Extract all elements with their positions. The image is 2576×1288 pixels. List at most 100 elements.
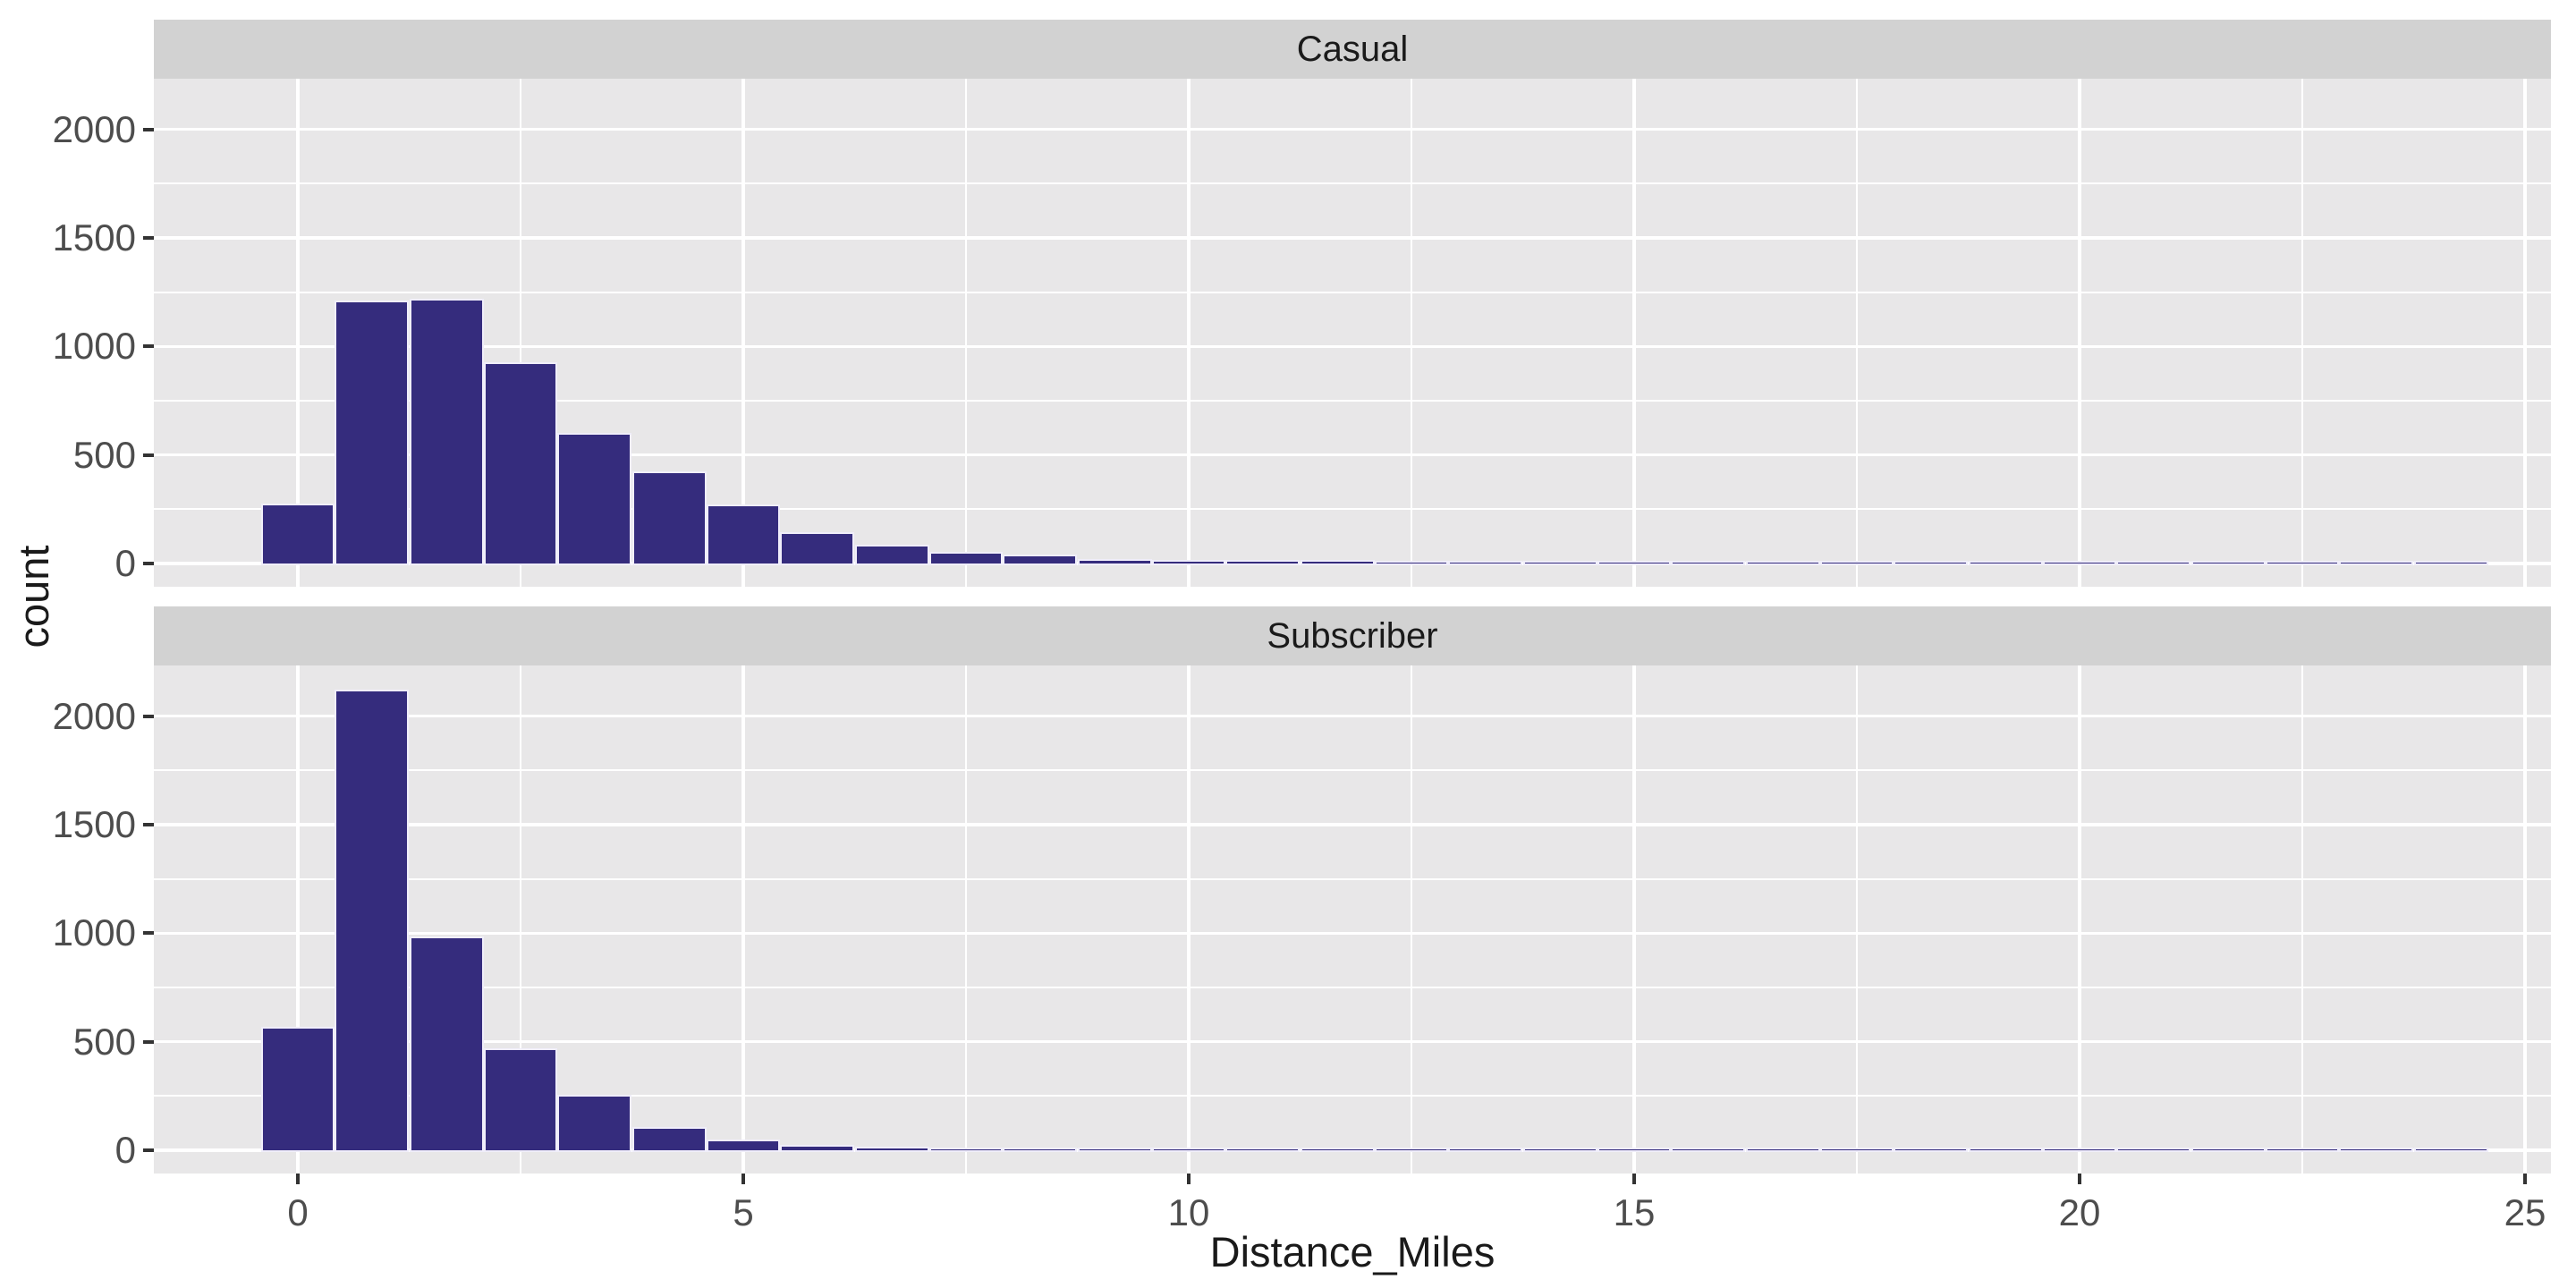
gridline-major-y <box>154 1039 2551 1044</box>
histogram-bar <box>335 301 410 566</box>
histogram-bar <box>928 1147 1004 1153</box>
y-tick-mark <box>143 562 154 565</box>
y-tick-mark <box>143 1148 154 1152</box>
gridline-minor-x <box>1410 79 1413 587</box>
histogram-bar <box>1745 560 1820 566</box>
gridline-minor-y <box>154 399 2551 402</box>
histogram-bar <box>2265 1148 2340 1153</box>
histogram-bar <box>483 362 558 566</box>
gridline-minor-y <box>154 877 2551 880</box>
histogram-bar <box>2265 561 2340 566</box>
histogram-bar <box>1597 1148 1672 1153</box>
histogram-bar <box>1819 561 1894 566</box>
histogram-bar <box>260 1026 335 1153</box>
histogram-bar <box>2190 1148 2266 1153</box>
y-tick-label: 1000 <box>52 325 136 368</box>
histogram-bar <box>1225 1148 1301 1153</box>
gridline-major-x <box>741 665 745 1174</box>
y-tick-mark <box>143 714 154 718</box>
histogram-bar <box>409 298 484 566</box>
gridline-minor-y <box>154 291 2551 293</box>
histogram-bar <box>1968 1148 2043 1153</box>
histogram-bar <box>1671 1148 1746 1153</box>
x-tick-mark <box>1187 1174 1191 1184</box>
histogram-bar <box>2116 1148 2191 1153</box>
facet-strip: Casual <box>154 20 2551 79</box>
histogram-bar <box>557 1095 632 1153</box>
gridline-minor-y <box>154 769 2551 772</box>
gridline-minor-x <box>964 79 968 587</box>
histogram-bar <box>854 1147 929 1153</box>
gridline-major-x <box>2523 665 2527 1174</box>
histogram-bar <box>1374 560 1449 566</box>
histogram-bar <box>1894 561 1969 566</box>
histogram-bar <box>1003 555 1078 566</box>
gridline-major-x <box>741 79 745 587</box>
gridline-major-y <box>154 236 2551 240</box>
gridline-minor-x <box>519 79 522 587</box>
y-tick-label: 2000 <box>52 107 136 150</box>
histogram-bar <box>1374 1148 1449 1153</box>
gridline-minor-y <box>154 986 2551 988</box>
y-tick-mark <box>143 931 154 936</box>
y-tick-label: 0 <box>114 542 136 584</box>
histogram-bar <box>1448 1148 1523 1153</box>
histogram-bar <box>2413 1148 2488 1153</box>
gridline-major-y <box>154 344 2551 349</box>
gridline-minor-x <box>2301 665 2304 1174</box>
x-tick-label: 15 <box>1613 1191 1656 1233</box>
gridline-major-x <box>296 79 300 587</box>
gridline-minor-x <box>1410 665 1413 1174</box>
histogram-bar <box>2413 561 2488 566</box>
facet-strip-label: Subscriber <box>1267 615 1438 656</box>
facet-panel <box>154 79 2551 587</box>
histogram-bar <box>1003 1148 1078 1153</box>
histogram-bar <box>260 504 335 566</box>
x-tick-label: 0 <box>287 1191 309 1233</box>
facet-strip: Subscriber <box>154 606 2551 665</box>
gridline-minor-x <box>519 665 522 1174</box>
histogram-bar <box>1151 1148 1226 1153</box>
x-tick-mark <box>741 1174 745 1184</box>
facet-panel <box>154 665 2551 1174</box>
y-tick-label: 1500 <box>52 802 136 845</box>
x-tick-label: 5 <box>733 1191 754 1233</box>
y-tick-label: 1500 <box>52 216 136 258</box>
gridline-major-x <box>2078 665 2081 1174</box>
histogram-bar <box>1077 558 1152 566</box>
x-tick-mark <box>1632 1174 1636 1184</box>
y-tick-label: 500 <box>72 433 136 476</box>
x-tick-label: 25 <box>2504 1191 2546 1233</box>
gridline-major-y <box>154 931 2551 936</box>
gridline-minor-y <box>154 182 2551 185</box>
histogram-bar <box>1968 561 2043 566</box>
gridline-major-x <box>2078 79 2081 587</box>
gridline-major-y <box>154 453 2551 457</box>
x-tick-mark <box>2523 1174 2527 1184</box>
y-tick-mark <box>143 822 154 826</box>
y-tick-mark <box>143 344 154 349</box>
y-tick-mark <box>143 453 154 457</box>
x-tick-label: 20 <box>2058 1191 2101 1233</box>
histogram-bar <box>1300 1148 1375 1153</box>
gridline-minor-y <box>154 508 2551 511</box>
histogram-bar <box>854 545 929 566</box>
histogram-bar <box>483 1047 558 1153</box>
histogram-bar <box>780 531 855 566</box>
gridline-major-x <box>2523 79 2527 587</box>
histogram-bar <box>1522 1148 1597 1153</box>
histogram-bar <box>928 552 1004 566</box>
histogram-bar <box>1077 1148 1152 1153</box>
histogram-bar <box>1225 559 1301 566</box>
histogram-bar <box>1894 1148 1969 1153</box>
y-tick-label: 2000 <box>52 694 136 737</box>
gridline-minor-x <box>1855 79 1859 587</box>
histogram-bar <box>2116 561 2191 566</box>
x-tick-mark <box>296 1174 300 1184</box>
gridline-major-y <box>154 823 2551 826</box>
histogram-bar <box>409 936 484 1153</box>
y-tick-label: 500 <box>72 1020 136 1063</box>
gridline-major-x <box>1187 665 1191 1174</box>
histogram-bar <box>1671 561 1746 566</box>
